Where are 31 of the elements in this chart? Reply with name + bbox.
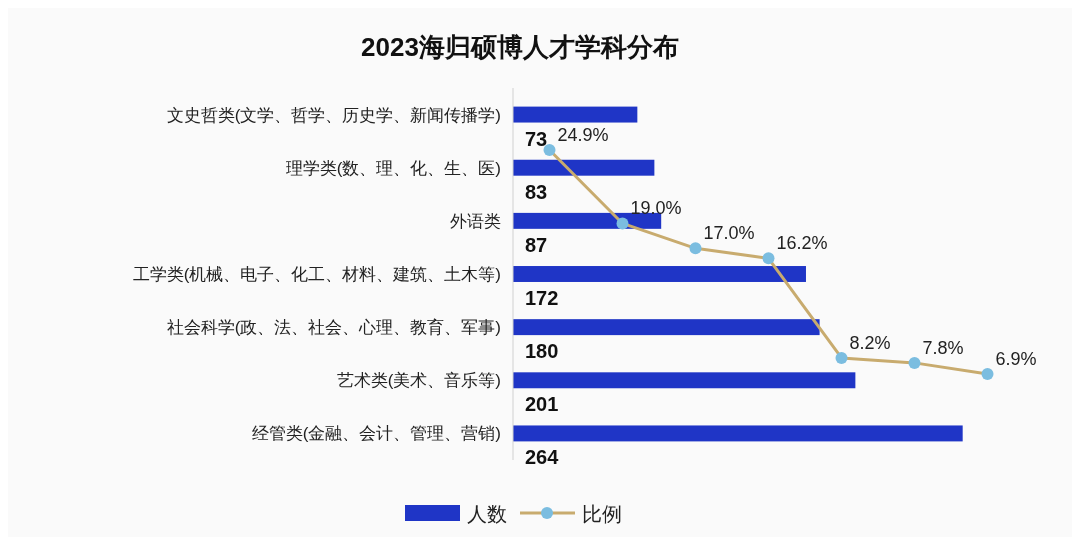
bar <box>513 159 655 176</box>
data-label: 6.9% <box>995 349 1037 370</box>
data-label: 7.8% <box>922 337 964 358</box>
data-label: 264 <box>525 446 560 469</box>
y-tick-label: 经管类(金融、会计、管理、营销) <box>251 424 501 444</box>
data-label: 8.2% <box>849 332 891 353</box>
data-label: 201 <box>525 393 559 416</box>
y-tick-label: 文史哲类(文学、哲学、历史学、新闻传播学) <box>166 105 501 125</box>
legend-label: 比例 <box>582 503 622 525</box>
bar <box>513 266 806 282</box>
data-label: 73 <box>525 127 548 150</box>
y-tick-label: 工学类(机械、电子、化工、材料、建筑、土木等) <box>132 265 501 284</box>
y-tick-label: 艺术类(美术、音乐等) <box>336 371 501 391</box>
y-tick-label: 外语类 <box>450 211 501 231</box>
bar <box>513 372 856 389</box>
data-label: 87 <box>525 233 548 256</box>
data-label: 17.0% <box>703 223 755 244</box>
data-label: 16.2% <box>776 233 828 254</box>
bar <box>513 319 820 336</box>
y-tick-label: 理学类(数、理、化、生、医) <box>285 158 501 178</box>
data-label: 172 <box>525 286 559 309</box>
legend-label: 人数 <box>467 503 507 525</box>
data-label: 180 <box>525 340 559 363</box>
bar <box>513 212 662 229</box>
chart-title: 2023海归硕博人才学科分布 <box>361 32 679 62</box>
data-label: 24.9% <box>557 125 609 145</box>
bar <box>513 425 963 442</box>
y-tick-label: 社会科学(政、法、社会、心理、教育、军事) <box>166 318 501 338</box>
data-label: 83 <box>525 180 548 203</box>
data-label: 19.0% <box>630 198 682 219</box>
bar <box>513 106 638 123</box>
